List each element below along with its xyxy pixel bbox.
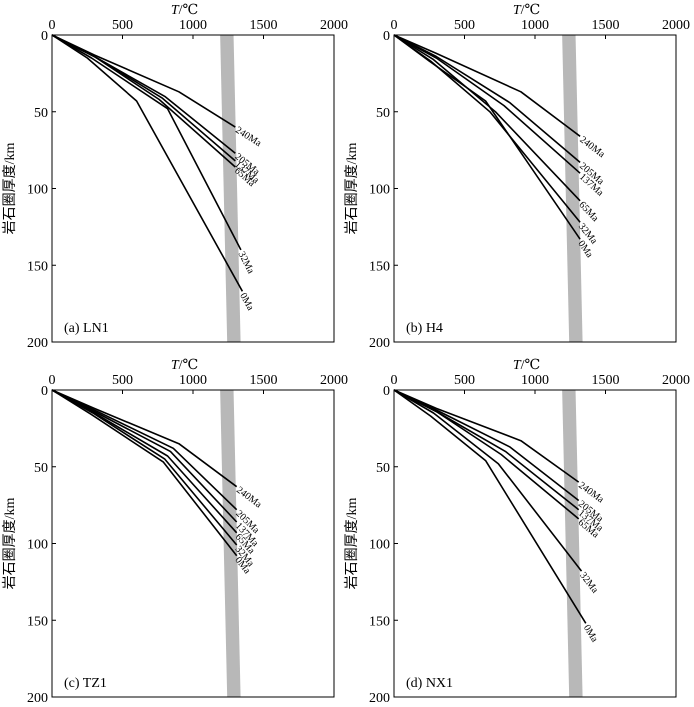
x-axis-title: T/℃ xyxy=(171,3,198,18)
x-axis-title-unit: /℃ xyxy=(521,358,541,373)
geotherm-line-65ma xyxy=(393,389,580,520)
series-label-32ma: 32Ma xyxy=(577,570,600,596)
x-tick-label: 0 xyxy=(391,18,398,33)
x-axis-title-unit: /℃ xyxy=(179,358,199,373)
x-tick-label: 2000 xyxy=(662,18,690,33)
geotherm-line-0ma xyxy=(51,34,244,292)
y-tick-label: 50 xyxy=(34,106,48,121)
x-axis-title-symbol: T xyxy=(513,358,522,373)
x-tick-label: 1000 xyxy=(521,373,549,388)
solidus-band xyxy=(220,35,241,342)
x-tick-label: 1500 xyxy=(592,18,620,33)
y-tick-label: 200 xyxy=(369,691,390,706)
y-tick-label: 100 xyxy=(369,538,390,553)
geotherm-line-137ma xyxy=(393,34,581,174)
x-axis-title: T/℃ xyxy=(513,358,540,373)
x-tick-label: 2000 xyxy=(662,373,690,388)
x-tick-label: 1000 xyxy=(521,18,549,33)
x-tick-label: 1000 xyxy=(179,18,207,33)
x-tick-label: 2000 xyxy=(320,373,348,388)
y-tick-label: 100 xyxy=(27,538,48,553)
x-tick-label: 500 xyxy=(112,373,133,388)
y-tick-label: 200 xyxy=(27,691,48,706)
x-axis-title-symbol: T xyxy=(513,3,522,18)
x-tick-label: 2000 xyxy=(320,18,348,33)
geotherm-line-0ma xyxy=(51,389,238,557)
x-tick-label: 500 xyxy=(454,18,475,33)
y-tick-label: 150 xyxy=(27,259,48,274)
x-axis-title-unit: /℃ xyxy=(179,3,199,18)
geotherm-line-32ma xyxy=(51,34,242,251)
y-axis-title: 岩石圈厚度/km xyxy=(2,143,18,235)
geotherm-line-240ma xyxy=(393,34,581,137)
geotherm-line-0ma xyxy=(393,34,581,240)
x-axis-title: T/℃ xyxy=(171,358,198,373)
x-tick-label: 500 xyxy=(454,373,475,388)
y-tick-label: 0 xyxy=(383,29,390,44)
y-tick-label: 0 xyxy=(41,384,48,399)
panel-label: (c) TZ1 xyxy=(64,676,107,691)
y-tick-label: 200 xyxy=(27,336,48,351)
y-tick-label: 150 xyxy=(369,259,390,274)
geotherm-line-32ma xyxy=(393,34,581,223)
x-tick-label: 1500 xyxy=(250,18,278,33)
solidus-band xyxy=(562,390,583,697)
y-tick-label: 50 xyxy=(376,106,390,121)
geotherm-line-32ma xyxy=(51,389,238,546)
x-axis-title-unit: /℃ xyxy=(521,3,541,18)
geotherm-line-32ma xyxy=(393,389,583,572)
plot-frame xyxy=(51,34,335,343)
x-tick-label: 0 xyxy=(391,373,398,388)
geotherm-line-0ma xyxy=(393,389,587,624)
y-tick-label: 100 xyxy=(369,183,390,198)
x-tick-label: 0 xyxy=(49,373,56,388)
y-tick-label: 150 xyxy=(27,614,48,629)
x-axis-title-symbol: T xyxy=(171,358,180,373)
x-axis-title: T/℃ xyxy=(513,3,540,18)
y-axis-title: 岩石圈厚度/km xyxy=(2,498,18,590)
y-axis-title: 岩石圈厚度/km xyxy=(344,143,360,235)
series-label-240ma: 240Ma xyxy=(577,134,607,160)
y-tick-label: 200 xyxy=(369,336,390,351)
plot-frame xyxy=(393,389,677,698)
x-tick-label: 0 xyxy=(49,18,56,33)
geotherm-line-65ma xyxy=(51,34,236,168)
geotherm-line-137ma xyxy=(393,389,580,511)
plot-frame xyxy=(51,389,335,698)
series-label-65ma: 65Ma xyxy=(576,199,600,224)
y-tick-label: 50 xyxy=(34,461,48,476)
panel-label: (a) LN1 xyxy=(64,321,109,336)
solidus-band xyxy=(562,35,583,342)
series-label-240ma: 240Ma xyxy=(233,125,263,150)
x-tick-label: 1000 xyxy=(179,373,207,388)
panel-label: (d) NX1 xyxy=(406,676,453,691)
y-tick-label: 50 xyxy=(376,461,390,476)
y-tick-label: 0 xyxy=(41,29,48,44)
series-label-0ma: 0Ma xyxy=(237,291,256,313)
geotherm-line-65ma xyxy=(393,34,581,202)
x-tick-label: 1500 xyxy=(250,373,278,388)
series-label-0ma: 0Ma xyxy=(581,623,600,645)
y-tick-label: 100 xyxy=(27,183,48,198)
x-tick-label: 500 xyxy=(112,18,133,33)
y-axis-title: 岩石圈厚度/km xyxy=(344,498,360,590)
series-label-240ma: 240Ma xyxy=(234,485,264,511)
x-tick-label: 1500 xyxy=(592,373,620,388)
y-tick-label: 150 xyxy=(369,614,390,629)
plot-frame xyxy=(393,34,677,343)
panel-label: (b) H4 xyxy=(406,321,443,336)
y-tick-label: 0 xyxy=(383,384,390,399)
x-axis-title-symbol: T xyxy=(171,3,180,18)
solidus-band xyxy=(220,390,241,697)
